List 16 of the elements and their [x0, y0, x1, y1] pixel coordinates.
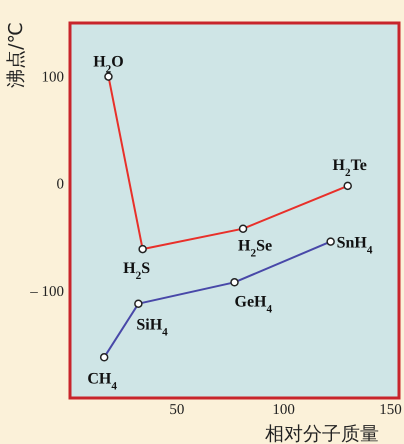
x-tick-label: 100 — [272, 402, 295, 418]
annotation: H$_{2}$Te — [332, 156, 367, 179]
annotation: H$_{2}$O — [93, 54, 124, 76]
x-tick-label: 150 — [379, 402, 402, 418]
x-axis-title: 相对分子质量 — [265, 423, 379, 444]
y-tick-label: 100 — [42, 70, 64, 86]
annotation: SiH$_{4}$ — [136, 316, 168, 339]
y-tick-label: 0 — [56, 176, 64, 193]
annotation: CH$_{4}$ — [87, 370, 118, 392]
annotation: H$_{2}$S — [123, 260, 150, 282]
y-axis-title: 沸点/℃ — [5, 22, 27, 88]
x-tick-label: 50 — [169, 402, 184, 418]
annotation: H$_{2}$Se — [238, 238, 272, 260]
annotation: SnH$_{4}$ — [336, 234, 373, 257]
y-tick-label: – 100 — [29, 284, 64, 300]
annotation: GeH$_{4}$ — [234, 293, 272, 316]
